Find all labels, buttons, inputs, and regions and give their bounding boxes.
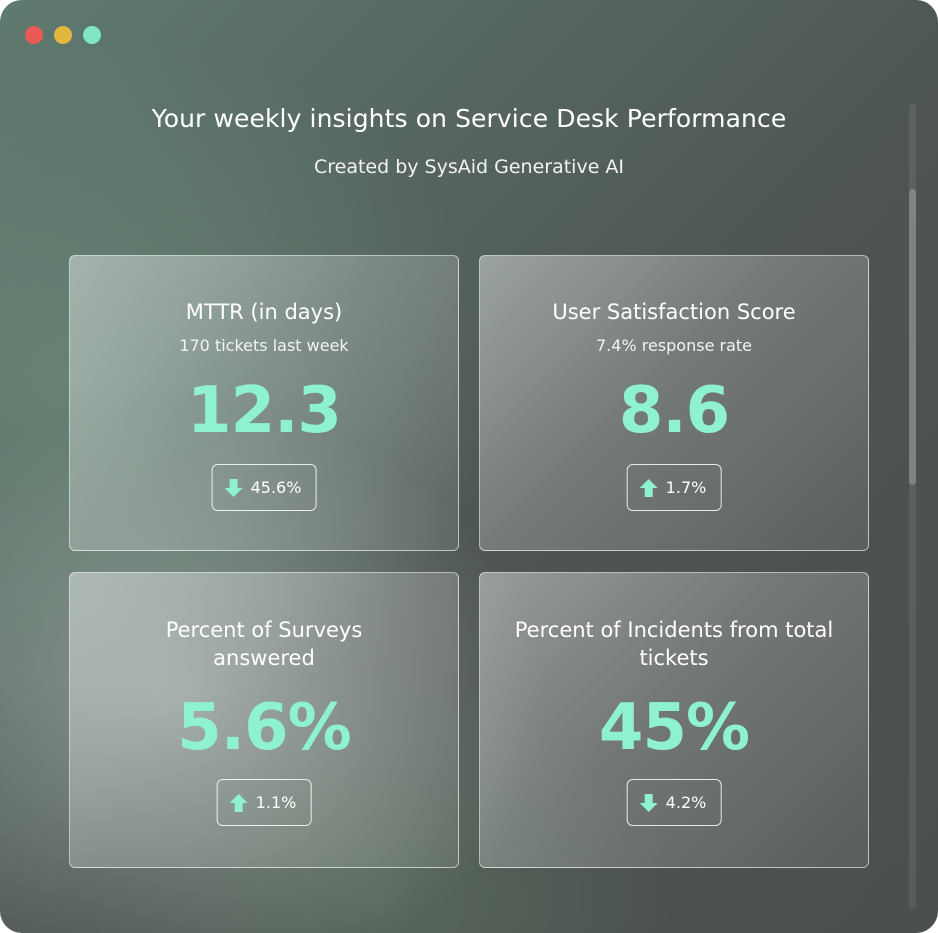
metric-card-surveys-answered: Percent of Surveys answered 5.6% 1.1% [69, 572, 459, 868]
close-window-button[interactable] [25, 26, 43, 44]
metric-label: Percent of Surveys answered [165, 618, 363, 670]
metric-card-mttr: MTTR (in days) 170 tickets last week 12.… [69, 255, 459, 551]
arrow-up-icon [229, 793, 248, 812]
metric-card-user-satisfaction: User Satisfaction Score 7.4% response ra… [479, 255, 869, 551]
window-controls [25, 26, 101, 44]
metric-value: 8.6 [618, 374, 730, 448]
change-badge: 45.6% [211, 464, 317, 511]
metric-value: 5.6% [177, 691, 352, 765]
change-value: 4.2% [665, 793, 707, 812]
change-badge: 4.2% [626, 779, 722, 826]
change-badge: 1.1% [216, 779, 312, 826]
change-value: 1.1% [255, 793, 297, 812]
change-badge: 1.7% [626, 464, 722, 511]
metric-label: MTTR (in days) [185, 300, 343, 324]
metric-note: 7.4% response rate [596, 336, 752, 355]
arrow-up-icon [639, 478, 658, 497]
arrow-down-icon [639, 793, 658, 812]
arrow-down-icon [224, 478, 243, 497]
change-value: 1.7% [665, 478, 707, 497]
minimize-window-button[interactable] [54, 26, 72, 44]
page-title: Your weekly insights on Service Desk Per… [151, 104, 787, 133]
zoom-window-button[interactable] [83, 26, 101, 44]
vertical-scrollbar[interactable] [909, 103, 916, 909]
metric-card-incidents-percent: Percent of Incidents from total tickets … [479, 572, 869, 868]
metric-value: 45% [598, 691, 750, 765]
metric-value: 12.3 [187, 374, 342, 448]
scrollbar-thumb[interactable] [909, 189, 916, 485]
metric-label: User Satisfaction Score [552, 300, 796, 324]
metric-note: 170 tickets last week [179, 336, 349, 355]
metric-label: Percent of Incidents from total tickets [514, 618, 834, 670]
page-subtitle: Created by SysAid Generative AI [313, 156, 625, 178]
change-value: 45.6% [250, 478, 302, 497]
